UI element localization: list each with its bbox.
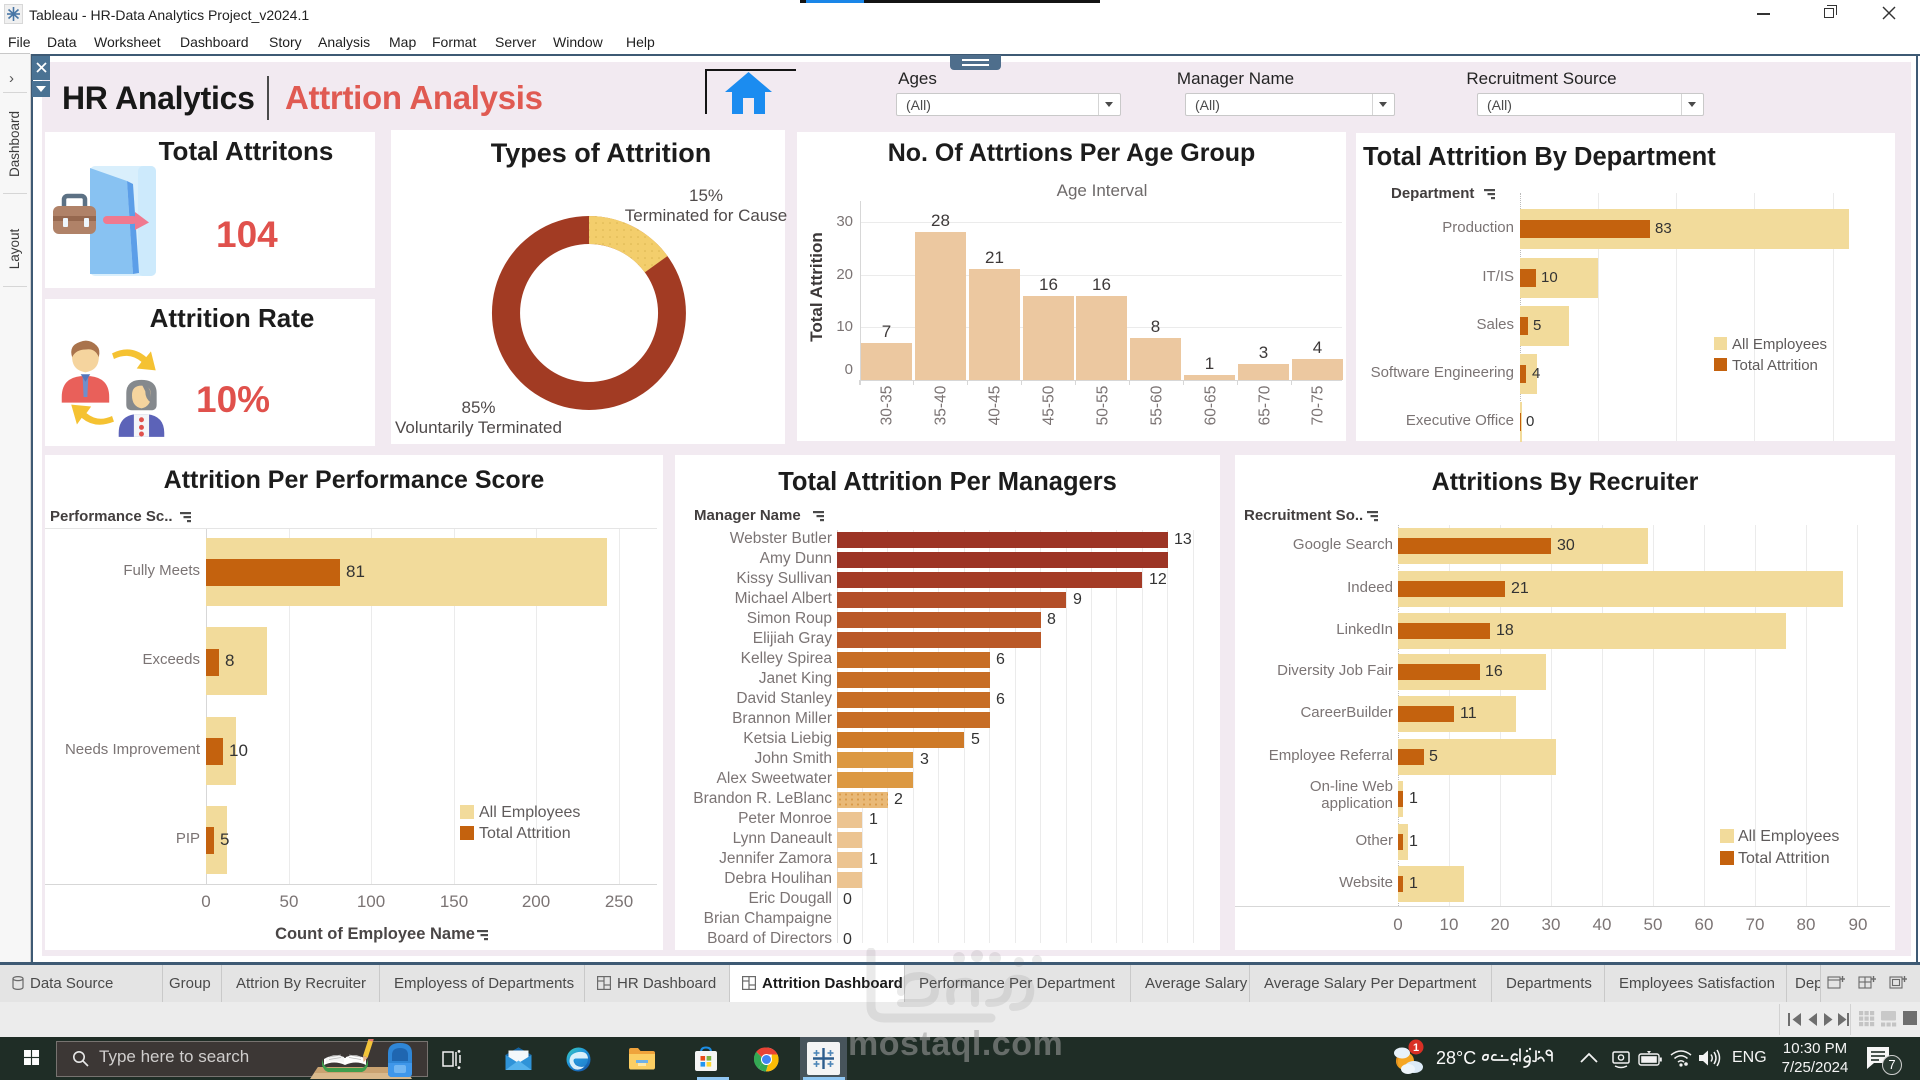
svg-text:1: 1 — [1413, 1042, 1419, 1054]
